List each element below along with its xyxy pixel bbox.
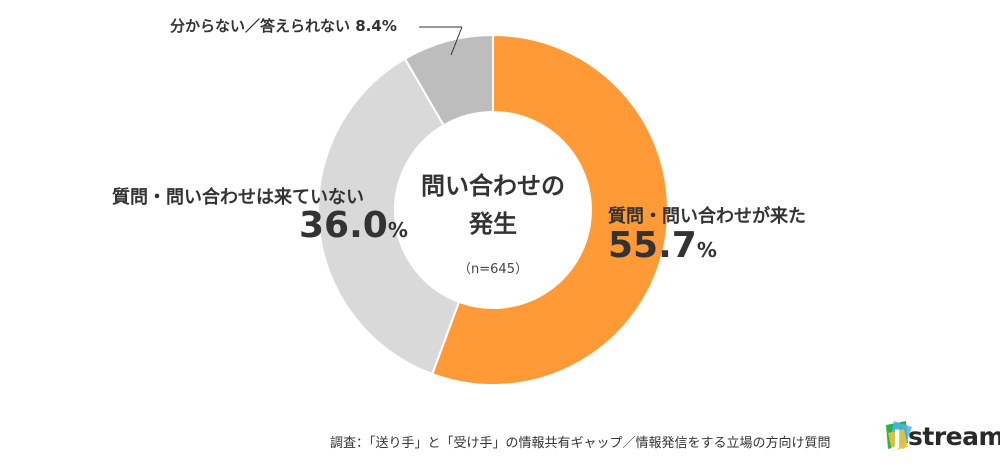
slice-label-yes: 質問・問い合わせが来た xyxy=(608,206,806,227)
leader-line xyxy=(450,26,463,56)
logo-text: stream xyxy=(908,422,1000,451)
jstream-logo: J stream xyxy=(884,419,1000,455)
chart-title-line-2: 発生 xyxy=(469,210,517,238)
logo-mark: J xyxy=(886,421,912,452)
pie-slice-0 xyxy=(430,33,669,386)
slice-value-yes: 55.7% xyxy=(608,225,717,266)
value-number: 36.0 xyxy=(299,205,388,246)
percent-sign: % xyxy=(696,238,717,262)
percent-sign: % xyxy=(387,218,408,242)
logo-letter: J xyxy=(891,427,901,452)
slice-value: 8.4 xyxy=(355,17,382,35)
slice-value-no: 36.0% xyxy=(299,205,408,246)
sample-size: （n=645） xyxy=(458,262,528,277)
slice-label-unknown: 分からない／答えられない 8.4% xyxy=(170,15,397,36)
percent-sign: % xyxy=(381,17,397,35)
survey-footnote: 調査：「送り手」と「受け手」の情報共有ギャップ／情報発信をする立場の方向け質問 xyxy=(330,436,831,451)
chart-title-line-1: 問い合わせの xyxy=(421,172,565,200)
pie-slice-1 xyxy=(317,57,461,376)
value-number: 55.7 xyxy=(608,225,697,266)
pie-slice-2 xyxy=(403,33,494,127)
slice-label-no: 質問・問い合わせは来ていない xyxy=(112,187,364,208)
slice-name: 分からない／答えられない xyxy=(170,17,351,35)
